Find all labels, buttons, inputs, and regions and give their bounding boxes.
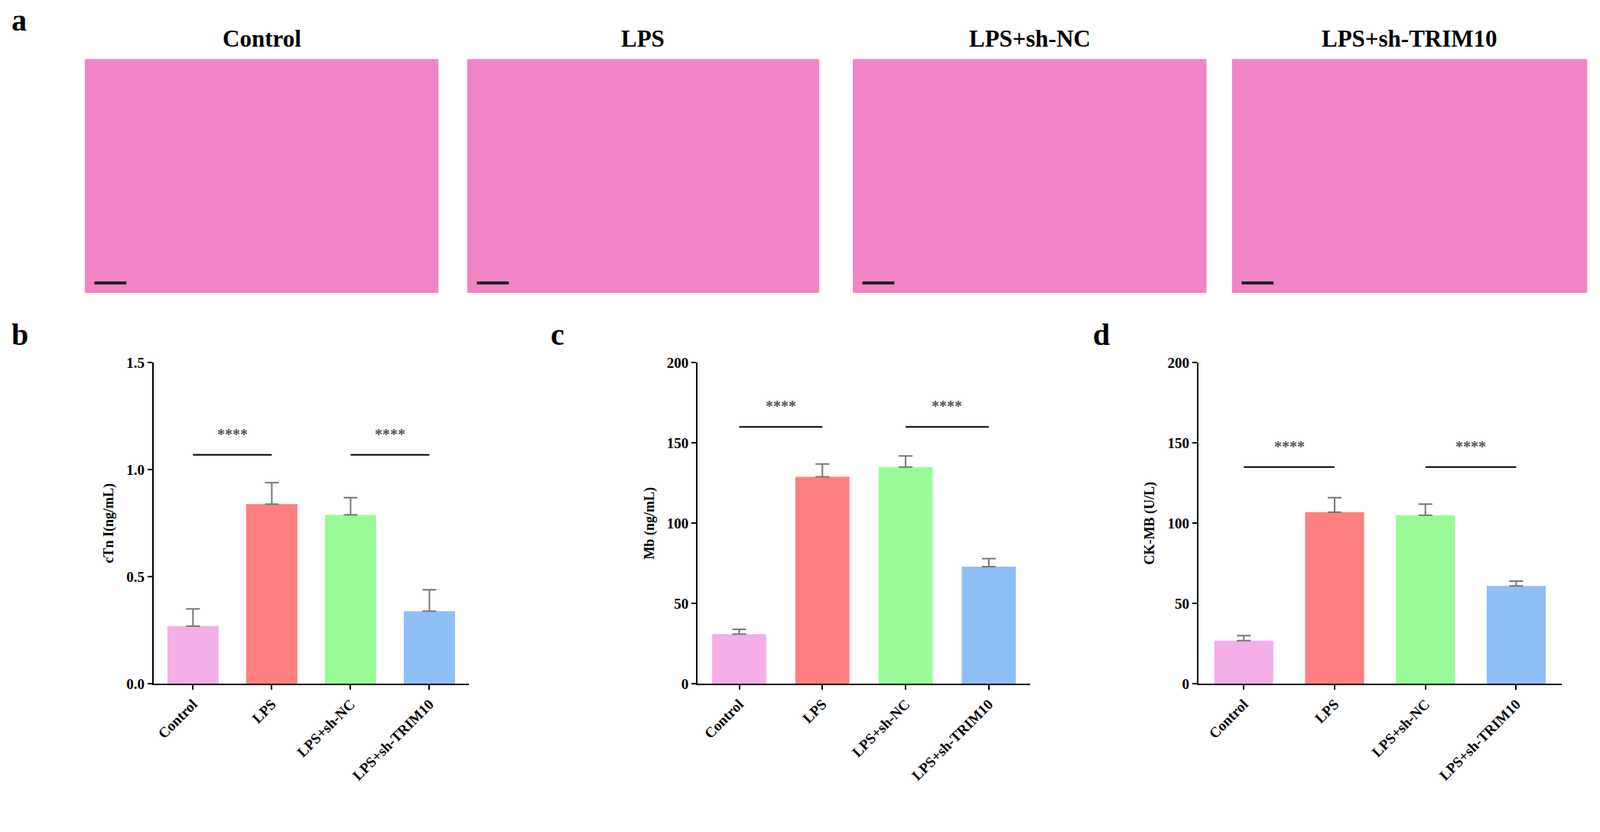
svg-text:150: 150 bbox=[666, 435, 690, 452]
svg-text:50: 50 bbox=[1174, 595, 1190, 612]
svg-text:150: 150 bbox=[1167, 435, 1191, 452]
svg-text:a: a bbox=[11, 3, 27, 38]
svg-text:100: 100 bbox=[666, 515, 690, 532]
svg-text:Control: Control bbox=[155, 695, 201, 742]
svg-text:LPS+sh-NC: LPS+sh-NC bbox=[848, 695, 914, 761]
svg-text:0.5: 0.5 bbox=[126, 569, 145, 586]
svg-text:Control: Control bbox=[701, 695, 747, 742]
svg-text:0.0: 0.0 bbox=[126, 676, 145, 693]
svg-text:1.0: 1.0 bbox=[126, 461, 145, 479]
svg-text:****: **** bbox=[765, 397, 797, 415]
svg-text:Mb (ng/mL): Mb (ng/mL) bbox=[641, 487, 658, 560]
svg-text:LPS+sh-NC: LPS+sh-NC bbox=[969, 25, 1091, 53]
svg-text:cTn I(ng/mL): cTn I(ng/mL) bbox=[100, 483, 118, 564]
svg-text:200: 200 bbox=[666, 354, 690, 371]
svg-text:0: 0 bbox=[681, 676, 690, 693]
svg-text:b: b bbox=[11, 317, 29, 352]
svg-text:50: 50 bbox=[673, 595, 689, 612]
svg-text:100: 100 bbox=[1167, 515, 1191, 532]
svg-text:LPS: LPS bbox=[248, 695, 279, 726]
svg-text:LPS: LPS bbox=[1311, 695, 1342, 726]
svg-text:LPS+sh-TRIM10: LPS+sh-TRIM10 bbox=[349, 695, 437, 784]
svg-text:****: **** bbox=[1455, 438, 1487, 456]
svg-text:LPS+sh-NC: LPS+sh-NC bbox=[293, 695, 358, 761]
svg-text:Control: Control bbox=[1205, 695, 1251, 742]
svg-text:LPS+sh-TRIM10: LPS+sh-TRIM10 bbox=[1436, 695, 1524, 784]
svg-text:****: **** bbox=[1274, 438, 1305, 456]
svg-text:LPS+sh-NC: LPS+sh-NC bbox=[1369, 695, 1434, 761]
svg-text:LPS: LPS bbox=[621, 25, 665, 53]
svg-text:0: 0 bbox=[1182, 676, 1191, 693]
svg-text:1.5: 1.5 bbox=[126, 354, 145, 371]
svg-text:c: c bbox=[550, 317, 565, 352]
svg-text:LPS: LPS bbox=[799, 695, 830, 726]
svg-text:Control: Control bbox=[222, 25, 302, 53]
svg-text:****: **** bbox=[931, 397, 963, 415]
svg-text:CK-MB (U/L): CK-MB (U/L) bbox=[1141, 481, 1158, 565]
svg-text:****: **** bbox=[374, 426, 406, 443]
svg-text:200: 200 bbox=[1167, 354, 1191, 371]
svg-text:****: **** bbox=[217, 426, 248, 443]
svg-text:LPS+sh-TRIM10: LPS+sh-TRIM10 bbox=[1321, 25, 1498, 53]
svg-text:LPS+sh-TRIM10: LPS+sh-TRIM10 bbox=[908, 695, 996, 784]
svg-text:d: d bbox=[1092, 317, 1110, 352]
